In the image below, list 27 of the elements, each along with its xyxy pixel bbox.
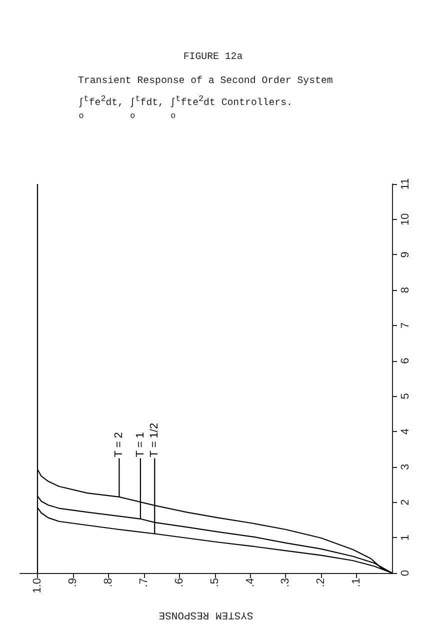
x-tick-label: .6 — [173, 578, 186, 588]
x-tick-label: .1 — [350, 578, 363, 588]
y-tick-label: 4 — [400, 428, 412, 435]
y-tick-label: 9 — [400, 252, 412, 258]
y-tick-label: 5 — [400, 393, 412, 400]
y-tick-label: 7 — [400, 322, 412, 329]
y-tick-label: 0 — [400, 570, 412, 576]
text: T = 1/2 — [148, 422, 161, 458]
y-tick-label: 1 — [400, 534, 412, 541]
x-tick-label: 1.0 — [32, 578, 44, 594]
y-tick-label: 11 — [400, 178, 412, 190]
x-tick-label: .3 — [280, 578, 292, 588]
y-tick-label: 8 — [400, 287, 412, 294]
x-axis-title: SYSTEM RESPONSE — [158, 608, 254, 620]
y-tick-label: 3 — [400, 464, 412, 470]
y-tick-label: 2 — [400, 499, 412, 506]
x-tick-label: .9 — [67, 578, 80, 588]
y-tick-label: 6 — [400, 358, 412, 364]
x-tick-label: .4 — [244, 578, 256, 588]
x-tick-label: .7 — [138, 578, 150, 588]
text: T = 1 — [134, 432, 146, 458]
x-tick-label: .2 — [315, 578, 328, 588]
text: T = 2 — [113, 432, 126, 458]
y-tick-label: 10 — [400, 213, 412, 226]
x-tick-label: .8 — [102, 578, 115, 588]
chart-title: FIGURE 12a — [182, 51, 244, 63]
x-tick-label: .5 — [208, 578, 221, 588]
